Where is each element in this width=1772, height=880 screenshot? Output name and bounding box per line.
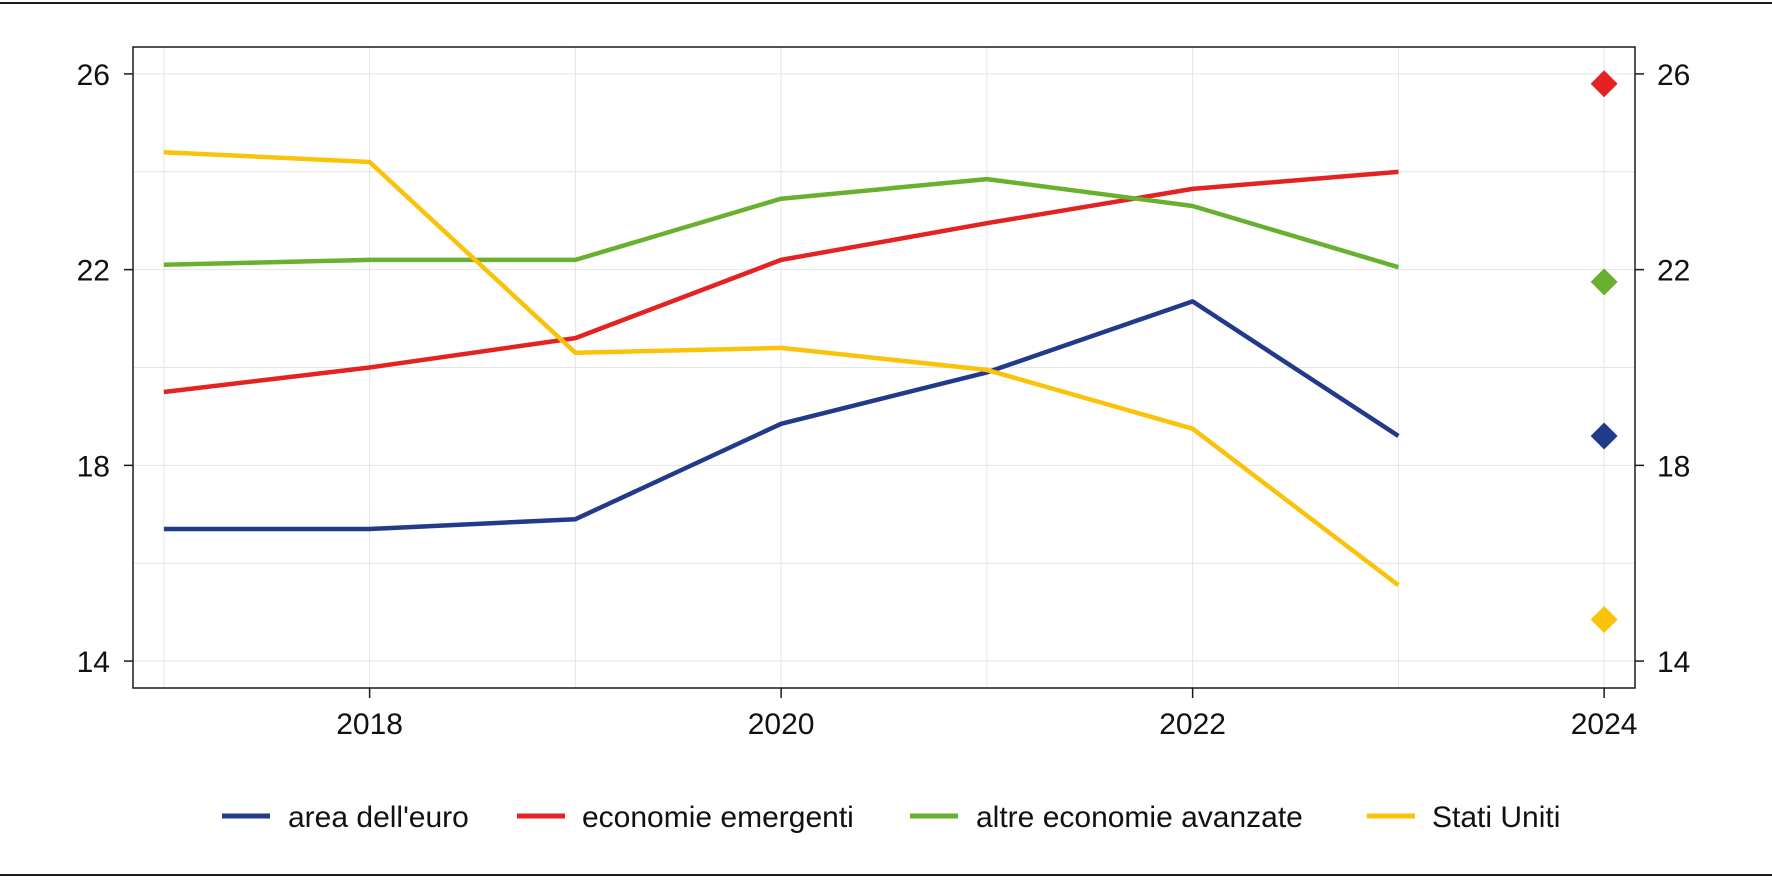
x-tick-label: 2018 [336,708,403,741]
marker-2024-area-dell-euro [1590,422,1618,450]
legend-label-economie-emergenti: economie emergenti [582,801,854,834]
y-tick-label-right: 22 [1657,255,1690,288]
y-tick-label-right: 18 [1657,450,1690,483]
bottom-rule [0,874,1772,876]
legend: area dell'euro economie emergenti altre ec… [222,801,1560,834]
marker-2024-altre-economie-avanzate [1590,268,1618,296]
series-line-altre-economie-avanzate [163,176,1400,270]
x-tick-label: 2024 [1571,708,1638,741]
x-tick-label: 2020 [748,708,815,741]
y-tick-label-left: 18 [77,450,110,483]
y-tick-label-right: 26 [1657,59,1690,92]
legend-label-stati-uniti: Stati Uniti [1432,801,1560,834]
axis-ticks: 2018 2020 2022 2024 14 18 22 26 14 18 22 26 [77,59,1691,741]
marker-2024-economie-emergenti [1590,70,1618,98]
y-tick-label-right: 14 [1657,646,1690,679]
series-line-economie-emergenti [163,169,1399,395]
x-tick-label: 2022 [1159,708,1226,741]
series-line-stati-uniti [163,149,1400,587]
series-line-area-dell-euro [163,299,1400,532]
y-tick-label-left: 22 [77,255,110,288]
plot-frame [132,46,1636,689]
legend-label-area-dell-euro: area dell'euro [288,801,469,834]
marker-2024-stati-uniti [1590,605,1618,633]
top-rule [0,2,1772,4]
y-tick-label-left: 26 [77,59,110,92]
series-layer [163,149,1400,587]
legend-label-altre-economie-avanzate: altre economie avanzate [976,801,1303,834]
markers-2024 [1590,70,1618,633]
y-tick-label-left: 14 [77,646,110,679]
